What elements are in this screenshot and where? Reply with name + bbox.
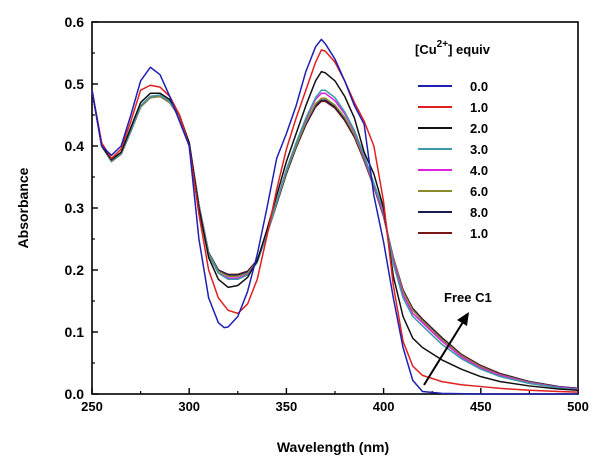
annotation-arrow <box>423 321 464 386</box>
free-c1-annotation: Free C1 <box>423 290 492 386</box>
series-line-7 <box>91 90 579 390</box>
arrow-head-icon <box>457 312 469 326</box>
y-tick-label: 0.4 <box>65 138 85 154</box>
legend-label: 6.0 <box>470 184 488 199</box>
legend-label: 2.0 <box>470 121 488 136</box>
y-tick-label: 0.3 <box>65 200 85 216</box>
series-line-2 <box>91 70 579 392</box>
y-tick-label: 0.2 <box>65 262 85 278</box>
series-lines <box>91 38 579 395</box>
tick-labels: 250 300 350 400 450 500 0.0 0.1 0.2 0.3 0.4 0.5 0.6 <box>65 14 589 414</box>
x-tick-label: 350 <box>276 399 298 414</box>
x-tick-label: 250 <box>81 399 103 414</box>
legend-label: 3.0 <box>470 142 488 157</box>
series-line-5 <box>91 90 579 390</box>
series-line-6 <box>91 90 579 390</box>
legend-title-suffix: ] equiv <box>448 42 491 57</box>
legend: [Cu2+] equiv 0.0 1.0 2.0 3.0 4.0 6.0 8.0 1.0 <box>415 39 491 241</box>
series-line-0 <box>91 38 578 395</box>
legend-title-superscript: 2+ <box>437 39 449 50</box>
legend-label: 0.0 <box>470 79 488 94</box>
x-tick-label: 300 <box>178 399 200 414</box>
y-tick-label: 0.5 <box>65 76 85 92</box>
axis-ticks <box>91 21 579 395</box>
series-line-1 <box>91 49 579 393</box>
plot-frame <box>91 21 579 395</box>
x-tick-label: 500 <box>567 399 589 414</box>
legend-label: 1.0 <box>470 226 488 241</box>
legend-label: 1.0 <box>470 100 488 115</box>
y-tick-label: 0.6 <box>65 14 85 30</box>
legend-title: [Cu2+] equiv <box>415 39 491 57</box>
x-axis-label: Wavelength (nm) <box>277 439 389 455</box>
y-axis-label: Absorbance <box>15 167 31 248</box>
annotation-label: Free C1 <box>444 290 492 305</box>
series-line-4 <box>91 90 579 390</box>
series-line-3 <box>91 89 579 391</box>
legend-label: 8.0 <box>470 205 488 220</box>
legend-title-prefix: [Cu <box>415 42 437 57</box>
y-tick-label: 0.1 <box>65 324 85 340</box>
legend-label: 4.0 <box>470 163 488 178</box>
x-tick-label: 400 <box>373 399 395 414</box>
x-tick-label: 450 <box>470 399 492 414</box>
y-tick-label: 0.0 <box>65 386 85 402</box>
